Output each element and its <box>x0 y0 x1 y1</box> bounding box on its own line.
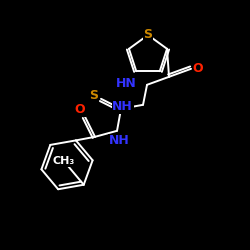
Text: HN: HN <box>116 77 137 90</box>
Text: O: O <box>193 62 203 75</box>
Text: S: S <box>90 89 98 102</box>
Text: CH₃: CH₃ <box>53 156 75 166</box>
Text: NH: NH <box>109 134 130 147</box>
Text: S: S <box>144 28 152 42</box>
Text: NH: NH <box>112 100 133 113</box>
Text: O: O <box>75 103 85 116</box>
